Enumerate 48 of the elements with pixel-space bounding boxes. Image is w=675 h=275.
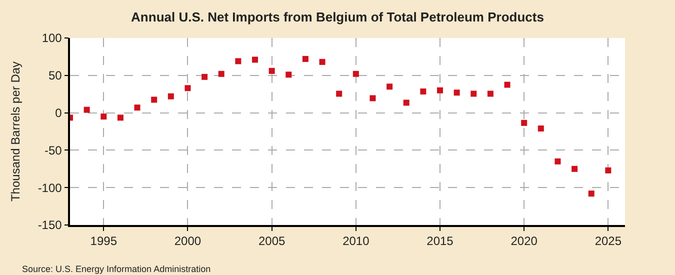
point xyxy=(184,85,191,92)
point xyxy=(470,90,477,97)
point xyxy=(302,56,308,62)
point xyxy=(218,70,224,77)
point xyxy=(588,190,594,197)
x-tick-label: 1995 xyxy=(90,234,118,248)
point xyxy=(352,70,359,77)
point xyxy=(286,72,292,78)
point xyxy=(168,93,174,100)
point xyxy=(117,114,124,121)
point xyxy=(151,96,158,103)
point xyxy=(370,95,376,102)
point xyxy=(252,56,258,63)
point xyxy=(386,84,393,90)
point xyxy=(521,120,528,126)
point xyxy=(403,100,410,106)
point xyxy=(268,68,275,74)
y-axis-title: Thousand Barrels per Day xyxy=(8,61,23,202)
point xyxy=(554,158,561,164)
y-tick-label: 0 xyxy=(55,106,62,120)
point xyxy=(454,90,460,96)
point xyxy=(420,88,426,94)
y-tick-label: 100 xyxy=(42,31,62,46)
y-tick-label: -50 xyxy=(44,143,62,158)
x-tick-label: 2010 xyxy=(342,234,370,248)
x-tick-label: 2015 xyxy=(426,234,454,248)
point xyxy=(84,106,90,113)
point xyxy=(134,104,140,111)
point xyxy=(235,58,242,64)
point xyxy=(572,166,578,172)
x-tick-label: 2020 xyxy=(510,234,538,248)
x-tick-label: 2005 xyxy=(258,234,286,248)
point xyxy=(504,82,510,88)
x-tick-label: 2000 xyxy=(174,234,202,248)
point xyxy=(319,58,326,65)
source-note: Source: U.S. Energy Information Administration xyxy=(22,264,211,274)
y-tick-label: -100 xyxy=(38,180,62,195)
point xyxy=(487,90,494,97)
point xyxy=(202,74,208,80)
y-tick-label: -150 xyxy=(38,218,62,232)
point xyxy=(336,90,342,97)
y-tick-label: 50 xyxy=(48,68,62,83)
point xyxy=(538,126,544,132)
point xyxy=(605,167,612,174)
x-tick-label: 2025 xyxy=(594,234,622,248)
point xyxy=(437,87,443,94)
point xyxy=(100,114,107,120)
chart-title: Annual U.S. Net Imports from Belgium of Total Petroleum Products xyxy=(131,9,544,24)
